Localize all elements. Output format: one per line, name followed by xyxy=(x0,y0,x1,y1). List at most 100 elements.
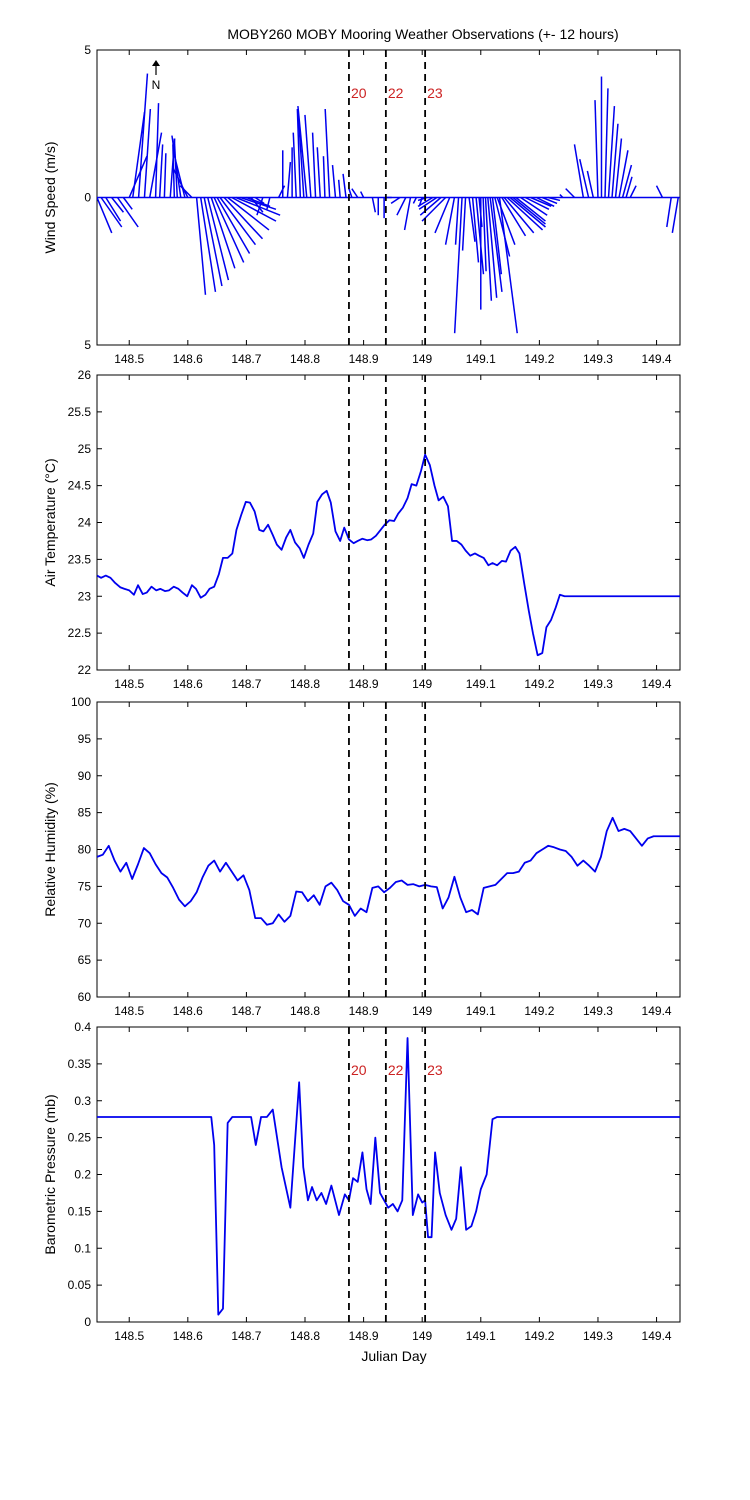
wind-stick xyxy=(137,73,149,198)
y-tick-label: 0.15 xyxy=(68,1204,92,1218)
marker-label: 23 xyxy=(427,85,443,101)
wind-stick xyxy=(418,196,438,210)
wind-stick xyxy=(489,197,503,292)
wind-stick xyxy=(331,164,337,198)
wind-stick xyxy=(171,135,182,198)
x-tick-label: 148.7 xyxy=(231,677,261,691)
wind-stick xyxy=(515,196,546,222)
wind-stick xyxy=(223,196,264,240)
x-tick-label: 149 xyxy=(412,1004,432,1018)
x-tick-label: 149.2 xyxy=(524,1329,554,1343)
wind-stick xyxy=(607,106,616,198)
wind-stick xyxy=(484,197,493,301)
wind-stick xyxy=(199,197,217,293)
wind-stick xyxy=(565,188,576,199)
y-tick-label: 70 xyxy=(78,916,92,930)
panel-2: 148.5 148.6 148.7 148.8 148.9 149 149.1 149.2 14… xyxy=(42,368,681,691)
wind-stick xyxy=(105,197,122,222)
x-tick-label: 148.5 xyxy=(114,352,144,366)
plot-area xyxy=(97,73,680,334)
wind-stick xyxy=(246,196,271,208)
wind-stick xyxy=(412,197,418,204)
wind-stick xyxy=(219,197,257,246)
plot-area xyxy=(97,1037,680,1316)
wind-stick xyxy=(629,185,637,198)
wind-stick xyxy=(547,196,561,202)
x-tick-label: 148.6 xyxy=(173,1004,203,1018)
wind-stick xyxy=(131,111,146,198)
wind-stick xyxy=(154,103,160,198)
wind-stick xyxy=(559,194,564,199)
y-tick-label: 75 xyxy=(78,879,92,893)
marker-label: 20 xyxy=(351,1062,367,1078)
wind-stick xyxy=(256,197,264,216)
wind-stick xyxy=(444,197,456,245)
x-tick-label: 149.3 xyxy=(583,677,613,691)
x-tick-label: 148.7 xyxy=(231,1004,261,1018)
wind-stick xyxy=(227,196,270,231)
wind-stick xyxy=(498,197,518,334)
wind-stick xyxy=(573,144,585,198)
x-tick-label: 149.2 xyxy=(524,1004,554,1018)
wind-stick xyxy=(163,153,167,198)
wind-stick xyxy=(614,138,623,198)
axes-frame xyxy=(96,374,681,671)
wind-stick xyxy=(509,196,546,228)
wind-stick xyxy=(611,123,619,198)
wind-stick xyxy=(618,150,629,198)
y-tick-label: 60 xyxy=(78,990,92,1004)
x-tick-label: 148.9 xyxy=(349,352,379,366)
marker-label: 22 xyxy=(388,1062,404,1078)
x-tick-label: 148.7 xyxy=(231,352,261,366)
wind-stick xyxy=(231,196,277,222)
wind-stick xyxy=(579,158,590,198)
panel-1: 148.5 148.6 148.7 148.8 148.9 149 149.1 149.2 14… xyxy=(42,43,681,366)
x-tick-label: 149.2 xyxy=(524,677,554,691)
panel-3: 148.5 148.6 148.7 148.8 148.9 149 149.1 149.2 14… xyxy=(42,695,681,1018)
x-tick-label: 148.9 xyxy=(349,1004,379,1018)
x-tick-label: 148.8 xyxy=(290,352,320,366)
wind-stick xyxy=(403,197,412,231)
wind-stick xyxy=(475,197,485,275)
wind-stick xyxy=(468,197,476,242)
x-tick-label: 148.5 xyxy=(114,1329,144,1343)
x-tick-label: 148.8 xyxy=(290,677,320,691)
wind-stick xyxy=(316,147,321,198)
y-tick-label: 5 xyxy=(84,338,91,352)
y-tick-label: 22 xyxy=(78,663,92,677)
wind-stick xyxy=(494,197,511,257)
wind-stick xyxy=(604,88,609,198)
figure-title: MOBY260 MOBY Mooring Weather Observation… xyxy=(227,26,618,42)
wind-stick xyxy=(351,188,359,198)
wind-stick xyxy=(143,108,152,198)
y-tick-label: 0.1 xyxy=(74,1241,91,1255)
wind-stick xyxy=(277,185,286,198)
wind-stick xyxy=(520,196,548,216)
marker-label: 22 xyxy=(388,85,404,101)
wind-stick xyxy=(434,197,451,234)
wind-stick xyxy=(158,144,164,198)
x-tick-label: 148.9 xyxy=(349,677,379,691)
axes-frame xyxy=(96,701,681,998)
y-tick-label: 95 xyxy=(78,732,92,746)
wind-stick xyxy=(536,196,555,208)
wind-stick xyxy=(471,197,480,263)
x-tick-label: 148.5 xyxy=(114,677,144,691)
wind-stick xyxy=(254,196,265,205)
plot-area xyxy=(97,453,680,657)
wind-stick xyxy=(203,197,223,287)
wind-stick xyxy=(396,197,407,216)
x-tick-label: 149 xyxy=(412,352,432,366)
wind-stick xyxy=(671,197,679,234)
wind-stick xyxy=(297,105,308,198)
x-tick-label: 149.3 xyxy=(583,1329,613,1343)
wind-stick xyxy=(621,164,633,198)
wind-stick xyxy=(195,197,207,295)
y-tick-label: 25 xyxy=(78,442,92,456)
x-tick-label: 149.1 xyxy=(466,352,496,366)
x-tick-label: 149.1 xyxy=(466,677,496,691)
wind-stick xyxy=(128,155,148,198)
x-tick-label: 149.4 xyxy=(642,1329,672,1343)
wind-stick xyxy=(342,173,347,198)
